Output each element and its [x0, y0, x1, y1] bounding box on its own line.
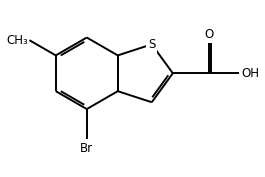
Text: OH: OH	[241, 67, 259, 80]
Text: S: S	[148, 38, 156, 51]
Text: CH₃: CH₃	[6, 34, 28, 47]
Text: Br: Br	[80, 142, 93, 155]
Text: O: O	[204, 28, 213, 41]
